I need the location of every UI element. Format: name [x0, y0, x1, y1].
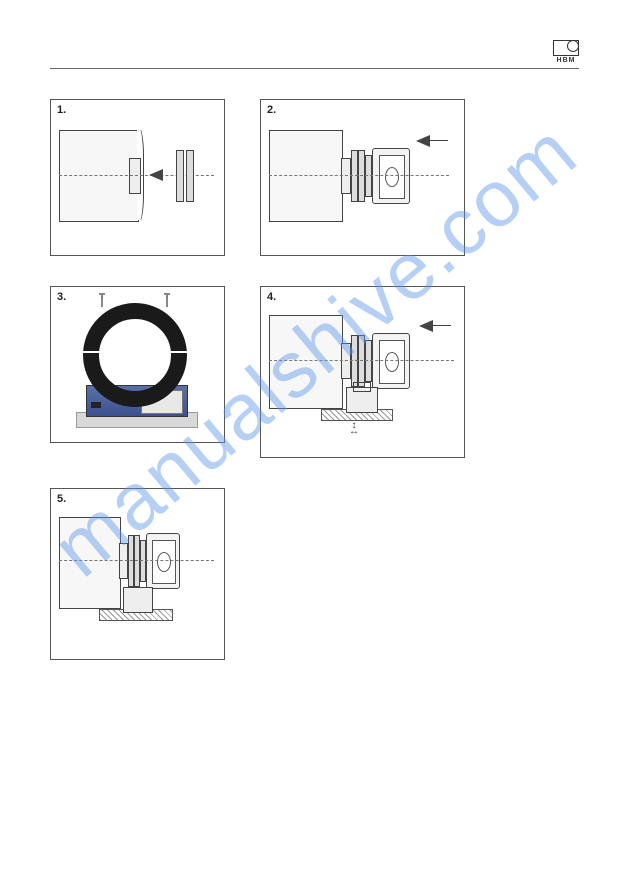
shaft-stub: [129, 158, 141, 194]
logo-circle: [567, 40, 579, 52]
arrow-icon: [149, 169, 163, 181]
step-label: 5.: [57, 493, 66, 505]
stator-top: [353, 382, 371, 392]
arrow-icon: [416, 135, 430, 147]
figure-step-3: 3. ↓ ↓: [50, 286, 225, 443]
logo-mark: [553, 40, 579, 56]
shaft-stub: [341, 343, 351, 379]
figure-step-5: 5.: [50, 488, 225, 660]
stator-ring: [83, 303, 187, 407]
plate-c: [365, 155, 372, 197]
machine-block: [59, 130, 139, 222]
adapter-plate-2: [186, 150, 194, 202]
machine-block: [269, 315, 343, 409]
machine-block: [59, 517, 121, 609]
transducer-rotor: [372, 148, 410, 204]
adjust-arrows-icon: ↕↔: [349, 423, 359, 435]
shaft-stub: [119, 543, 128, 579]
step-label: 1.: [57, 104, 66, 116]
step-label: 2.: [267, 104, 276, 116]
down-arrow-icon: ↓: [100, 291, 104, 300]
down-arrow-icon: ↓: [165, 291, 169, 300]
centerline: [269, 175, 449, 176]
plate-a: [351, 335, 358, 387]
figure-grid: 1. 2.: [50, 99, 579, 660]
plate-b: [358, 150, 365, 202]
figure-step-4: 4. ↕↔: [260, 286, 465, 458]
plate-c: [365, 340, 372, 382]
machine-block: [269, 130, 343, 222]
header-rule: [50, 68, 579, 69]
step-label: 4.: [267, 291, 276, 303]
arrow-shaft: [430, 140, 448, 141]
centerline: [269, 360, 454, 361]
step-label: 3.: [57, 291, 66, 303]
adapter-plate-1: [176, 150, 184, 202]
arrow-shaft: [433, 325, 451, 326]
manual-page: HBM 1. 2.: [0, 0, 629, 700]
plate-b: [358, 335, 365, 387]
centerline: [59, 560, 214, 561]
transducer-rotor: [372, 333, 410, 389]
hbm-logo: HBM: [553, 40, 579, 64]
stator-assembly: [123, 587, 153, 613]
plate-a: [351, 150, 358, 202]
figure-step-1: 1.: [50, 99, 225, 256]
logo-text: HBM: [557, 57, 576, 64]
shaft-stub: [341, 158, 351, 194]
transducer-rotor: [146, 533, 180, 589]
figure-step-2: 2.: [260, 99, 465, 256]
arrow-icon: [419, 320, 433, 332]
ring-split: [79, 351, 191, 353]
